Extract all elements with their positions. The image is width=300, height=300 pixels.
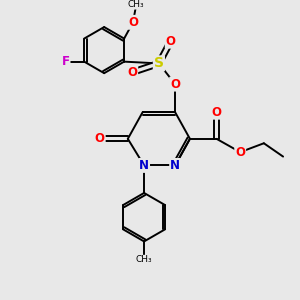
Text: N: N <box>170 159 180 172</box>
Text: CH₃: CH₃ <box>136 255 152 264</box>
Text: O: O <box>212 106 221 119</box>
Text: N: N <box>139 159 149 172</box>
Text: O: O <box>127 66 137 79</box>
Text: CH₃: CH₃ <box>128 0 144 9</box>
Text: F: F <box>61 55 70 68</box>
Text: O: O <box>95 132 105 145</box>
Text: O: O <box>170 78 180 91</box>
Text: S: S <box>154 56 164 70</box>
Text: O: O <box>166 35 176 48</box>
Text: O: O <box>128 16 138 29</box>
Text: O: O <box>235 146 245 159</box>
